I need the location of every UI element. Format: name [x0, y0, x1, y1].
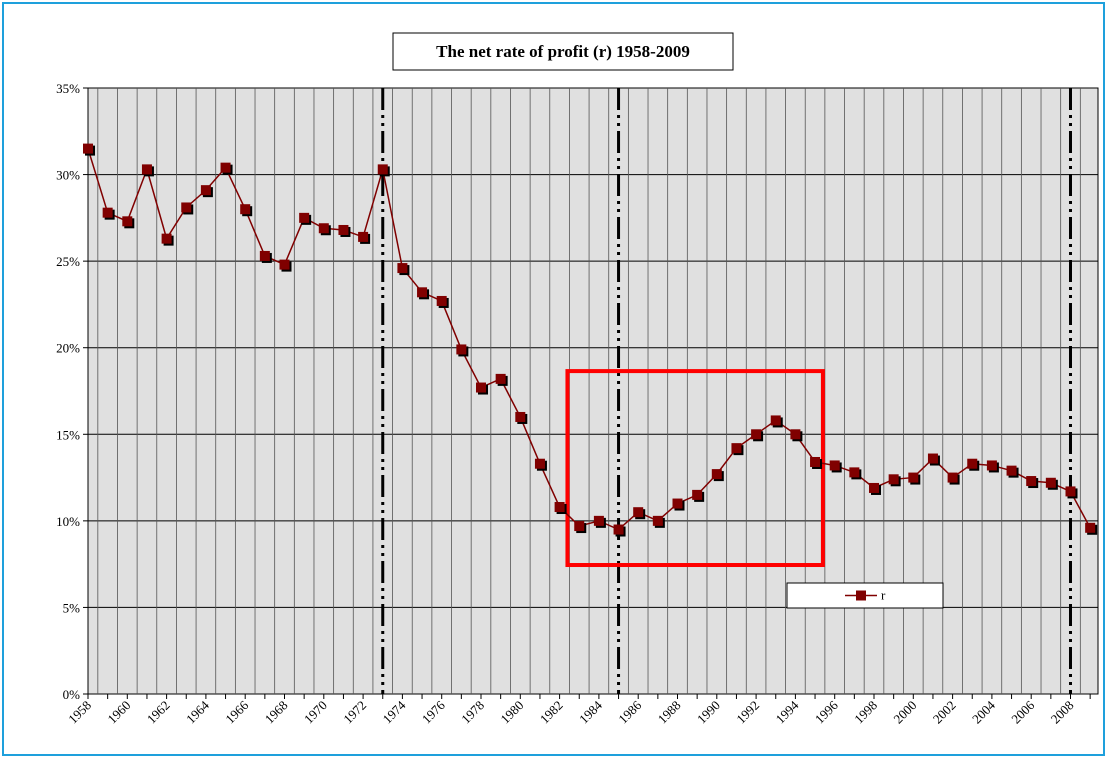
- marker: [770, 415, 781, 426]
- marker: [692, 489, 703, 500]
- marker: [1065, 486, 1076, 497]
- marker: [495, 373, 506, 384]
- marker: [338, 224, 349, 235]
- marker: [849, 467, 860, 478]
- marker: [554, 502, 565, 513]
- marker: [220, 162, 231, 173]
- marker: [1045, 477, 1056, 488]
- marker: [927, 453, 938, 464]
- marker: [102, 207, 113, 218]
- marker: [259, 250, 270, 261]
- marker: [613, 524, 624, 535]
- marker: [515, 411, 526, 422]
- marker: [161, 233, 172, 244]
- legend-label: r: [881, 588, 886, 603]
- y-tick-label: 25%: [56, 254, 80, 269]
- marker: [200, 185, 211, 196]
- legend-marker: [856, 590, 866, 601]
- marker: [908, 472, 919, 483]
- title-box: [392, 32, 734, 71]
- marker: [534, 458, 545, 469]
- marker: [888, 474, 899, 485]
- marker: [1006, 465, 1017, 476]
- marker: [181, 202, 192, 213]
- marker: [456, 344, 467, 355]
- y-tick-label: 10%: [56, 514, 80, 529]
- marker: [810, 456, 821, 467]
- marker: [397, 263, 408, 274]
- marker: [711, 469, 722, 480]
- marker: [417, 287, 428, 298]
- marker: [869, 482, 879, 493]
- marker: [1026, 476, 1037, 487]
- plot-area: [87, 87, 1099, 695]
- marker: [986, 460, 997, 471]
- marker: [947, 472, 958, 483]
- marker: [672, 498, 683, 509]
- marker: [731, 443, 742, 454]
- marker: [83, 143, 93, 154]
- y-tick-label: 15%: [56, 427, 80, 442]
- marker: [318, 223, 329, 234]
- y-tick-label: 0%: [63, 687, 81, 702]
- marker: [279, 259, 290, 270]
- marker: [377, 164, 388, 175]
- y-tick-label: 5%: [63, 600, 81, 615]
- marker: [790, 429, 801, 440]
- marker: [652, 515, 663, 526]
- marker: [358, 231, 369, 242]
- marker: [476, 382, 486, 393]
- marker: [1085, 522, 1096, 533]
- marker: [574, 521, 585, 532]
- marker: [436, 295, 447, 306]
- y-tick-label: 30%: [56, 168, 80, 183]
- highlight-box: [565, 369, 825, 568]
- marker: [240, 204, 251, 215]
- marker: [633, 507, 644, 518]
- chart-title: The net rate of profit (r) 1958-2009: [436, 42, 690, 61]
- marker: [122, 216, 133, 227]
- marker: [751, 429, 762, 440]
- series-line: [87, 148, 1091, 531]
- y-tick-label: 20%: [56, 341, 80, 356]
- marker: [141, 164, 152, 175]
- marker: [299, 212, 310, 223]
- marker: [967, 458, 978, 469]
- y-tick-label: 35%: [56, 81, 80, 96]
- marker: [829, 460, 840, 471]
- marker: [593, 515, 604, 526]
